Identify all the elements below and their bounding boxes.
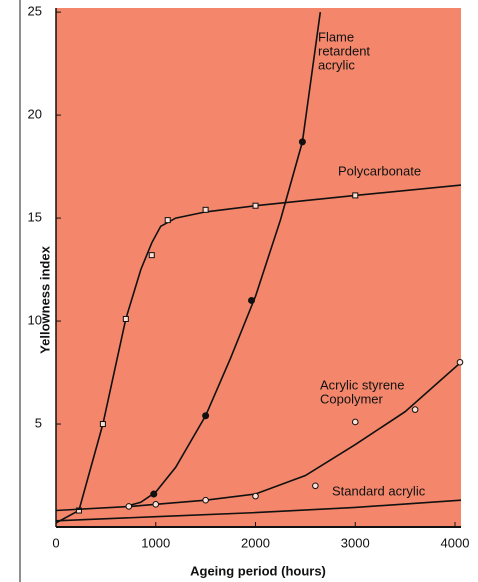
point-marker bbox=[125, 503, 133, 510]
y-tick-label: 5 bbox=[35, 415, 42, 430]
y-tick-label: 25 bbox=[28, 4, 42, 19]
point-marker bbox=[150, 490, 158, 498]
point-marker bbox=[164, 217, 171, 224]
x-tick-label: 2000 bbox=[241, 535, 270, 550]
point-marker bbox=[352, 192, 359, 199]
point-marker bbox=[252, 492, 259, 500]
point-marker bbox=[152, 501, 160, 508]
x-tick-label: 4000 bbox=[441, 535, 470, 550]
point-marker bbox=[99, 421, 106, 428]
x-axis-title: Ageing period (hours) bbox=[190, 563, 326, 578]
series-line bbox=[56, 499, 461, 522]
series-line bbox=[56, 184, 461, 524]
series-label: Acrylic styrene bbox=[320, 377, 405, 392]
x-tick-label: 3000 bbox=[341, 535, 370, 550]
point-marker bbox=[202, 496, 209, 504]
point-marker bbox=[312, 482, 319, 490]
series-label: Flame bbox=[318, 29, 354, 44]
point-marker bbox=[298, 138, 306, 146]
series-label: Standard acrylic bbox=[332, 483, 426, 498]
point-marker bbox=[122, 315, 129, 322]
point-marker bbox=[252, 202, 259, 209]
point-marker bbox=[248, 296, 256, 304]
series-label: acrylic bbox=[318, 57, 355, 72]
y-tick-label: 10 bbox=[28, 312, 42, 327]
series-label: retardent bbox=[318, 43, 370, 58]
point-marker bbox=[202, 206, 209, 213]
point-marker bbox=[411, 406, 419, 413]
point-marker bbox=[202, 412, 210, 420]
y-tick-label: 20 bbox=[28, 107, 42, 122]
point-marker bbox=[148, 252, 155, 259]
point-marker bbox=[351, 418, 359, 426]
point-marker bbox=[456, 358, 464, 366]
series-line bbox=[125, 11, 322, 508]
x-tick-label: 1000 bbox=[141, 535, 170, 550]
series-label: Polycarbonate bbox=[338, 163, 421, 178]
point-marker bbox=[75, 507, 82, 514]
y-axis-title: Yellowness index bbox=[37, 245, 52, 353]
series-label: Copolymer bbox=[320, 391, 384, 406]
x-tick-label: 0 bbox=[52, 535, 59, 550]
plot-background bbox=[56, 8, 461, 527]
y-tick-label: 15 bbox=[28, 210, 42, 225]
